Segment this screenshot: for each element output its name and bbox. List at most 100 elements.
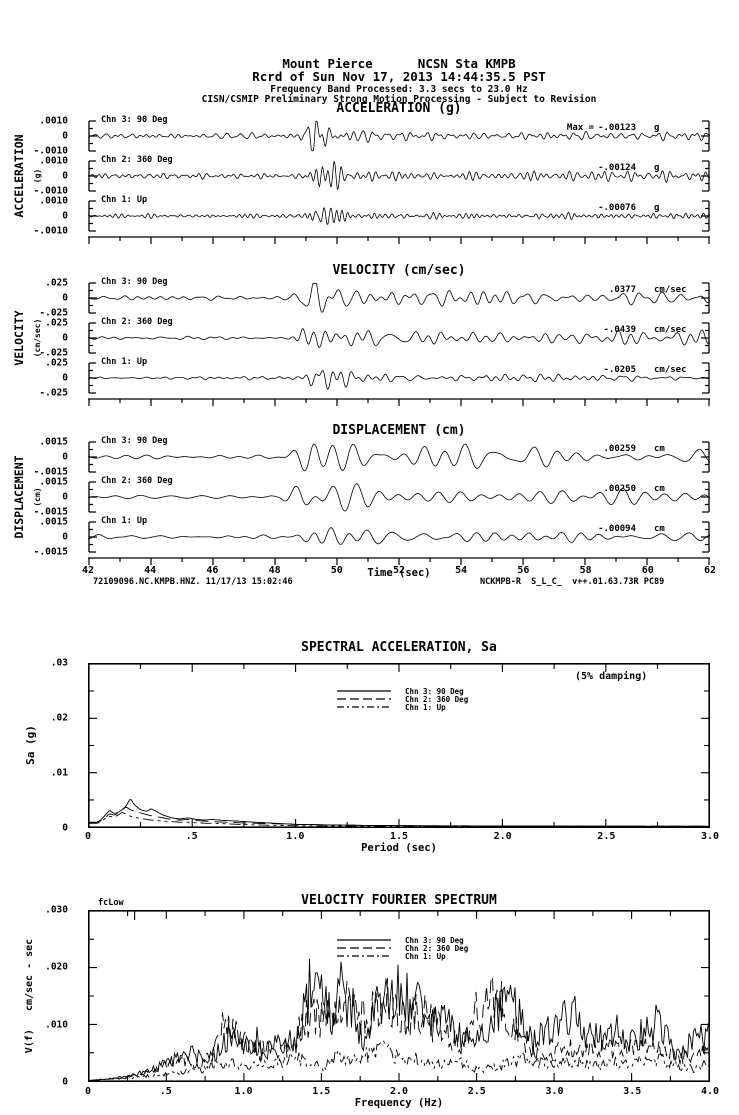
max-unit: cm/sec xyxy=(654,285,687,295)
sa-plot xyxy=(88,663,710,828)
y-axis-ticks: .025 0 -.025 xyxy=(0,358,78,399)
disp-chn1-waveform xyxy=(88,521,710,553)
axis-tick-label: 1.0 xyxy=(234,1086,253,1097)
max-value: .00250 xyxy=(603,484,636,494)
axis-tick-label: 2.5 xyxy=(597,831,616,842)
y-axis-ticks: .0010 0 -.0010 xyxy=(0,196,78,237)
fourier-y-tick-labels: .030 .020 .010 0 xyxy=(0,905,78,1088)
axis-tick-label: -.025 xyxy=(39,387,68,399)
max-value: -.00076 xyxy=(598,203,636,213)
axis-tick-label: 4.0 xyxy=(700,1086,720,1097)
axis-tick-label: .5 xyxy=(185,831,198,842)
acc-chn2-strip: Chn 2: 360 Deg -.00124 g xyxy=(88,155,710,196)
channel-label: Chn 2: 360 Deg xyxy=(101,317,173,327)
legend-item: Chn 1: Up xyxy=(335,702,468,712)
axis-tick-label: .0015 xyxy=(39,476,68,488)
legend-label: Chn 1: Up xyxy=(405,702,446,712)
legend-label: Chn 3: 90 Deg xyxy=(405,686,464,696)
y-axis-ticks: .0010 0 -.0010 xyxy=(0,156,78,197)
axis-tick-label: .0010 xyxy=(39,115,68,127)
vel-chn2-waveform xyxy=(88,322,710,354)
legend-item: Chn 2: 360 Deg xyxy=(335,694,469,704)
acc-chn1-strip: Chn 1: Up -.00076 g xyxy=(88,195,710,236)
axis-tick-label: 0 xyxy=(62,451,68,463)
axis-tick-label: 0 xyxy=(62,491,68,503)
axis-tick-label: -.0015 xyxy=(33,546,68,558)
vel-chn3-strip: Chn 3: 90 Deg .0377 cm/sec xyxy=(88,277,710,318)
fourier-legend: Chn 3: 90 Deg Chn 2: 360 Deg Chn 1: Up xyxy=(335,935,468,961)
legend-label: Chn 3: 90 Deg xyxy=(405,935,464,945)
axis-tick-label: 44 xyxy=(144,565,157,576)
dashed-line-swatch xyxy=(337,947,391,949)
velocity-title: VELOCITY (cm/sec) xyxy=(332,263,466,278)
axis-tick-label: .025 xyxy=(45,357,68,369)
acc-chn2-waveform xyxy=(88,160,710,192)
axis-tick-label: .0015 xyxy=(39,436,68,448)
max-unit: cm xyxy=(654,524,665,534)
time-axis-tick-labels: 42 44 46 48 50 52 54 56 58 60 62 xyxy=(82,565,716,577)
axis-tick-label: 56 xyxy=(517,565,530,576)
axis-tick-label: -.0015 xyxy=(33,506,68,518)
axis-tick-label: 54 xyxy=(455,565,468,576)
axis-tick-label: .025 xyxy=(45,277,68,289)
time-axis xyxy=(88,557,710,565)
axis-tick-label: .0010 xyxy=(39,195,68,207)
max-unit: cm/sec xyxy=(654,325,687,335)
axis-tick-label: -.0010 xyxy=(33,225,68,237)
max-value: .0377 xyxy=(608,285,636,295)
max-unit: cm xyxy=(654,444,665,454)
axis-tick-label: .010 xyxy=(45,1019,68,1031)
axis-tick-label: -.025 xyxy=(39,307,68,319)
y-axis-ticks: .0015 0 -.0015 xyxy=(0,517,78,558)
axis-tick-label: 1.5 xyxy=(312,1086,331,1097)
acc-chn1-waveform xyxy=(88,200,710,232)
channel-label: Chn 3: 90 Deg xyxy=(101,436,168,446)
acc-chn3-waveform xyxy=(88,120,710,152)
dashed-line-swatch xyxy=(337,698,391,700)
axis-tick-label: 0 xyxy=(62,332,68,344)
axis-tick-label: 1.5 xyxy=(389,831,409,842)
axis-tick-label: 0 xyxy=(62,170,68,182)
max-value: -.0439 xyxy=(603,325,636,335)
axis-tick-label: .025 xyxy=(45,317,68,329)
axis-tick-label: 46 xyxy=(206,565,219,576)
dashdot-line-swatch xyxy=(337,955,391,957)
axis-tick-label: 62 xyxy=(703,565,717,576)
axis-tick-label: 1.0 xyxy=(286,831,305,842)
processing-note: CISN/CSMIP Preliminary Strong Motion Pro… xyxy=(201,94,597,105)
axis-tick-label: .030 xyxy=(45,904,68,916)
axis-tick-label: .5 xyxy=(159,1086,172,1097)
solid-line-swatch xyxy=(337,690,391,692)
y-axis-ticks: .0010 0 -.0010 xyxy=(0,116,78,157)
vel-chn3-waveform xyxy=(88,282,710,314)
axis-tick-label: 3.0 xyxy=(545,1086,564,1097)
axis-tick-label: 0 xyxy=(62,1076,68,1088)
fc-low-marker-label: fcLow xyxy=(98,898,124,908)
displacement-title: DISPLACEMENT (cm) xyxy=(332,423,466,438)
y-axis-ticks: .0015 0 -.0015 xyxy=(0,437,78,478)
max-value: -.00123 xyxy=(598,123,636,133)
axis-tick-label: .03 xyxy=(50,657,68,669)
frequency-band-note: Frequency Band Processed: 3.3 secs to 23… xyxy=(270,84,528,95)
y-axis-ticks: .025 0 -.025 xyxy=(0,278,78,319)
acceleration-time-ticks xyxy=(88,236,710,244)
channel-label: Chn 2: 360 Deg xyxy=(101,155,173,165)
axis-tick-label: 48 xyxy=(268,565,281,576)
max-value: -.00094 xyxy=(598,524,636,534)
fourier-plot xyxy=(88,910,710,1082)
max-value: -.00124 xyxy=(598,163,636,173)
record-timestamp: Rcrd of Sun Nov 17, 2013 14:44:35.5 PST xyxy=(252,69,546,84)
axis-tick-label: 2.0 xyxy=(389,1086,409,1097)
axis-tick-label: 0 xyxy=(84,831,92,842)
acceleration-title: ACCELERATION (g) xyxy=(336,101,462,116)
axis-tick-label: -.0010 xyxy=(33,185,68,197)
axis-tick-label: -.025 xyxy=(39,347,68,359)
legend-item: Chn 3: 90 Deg xyxy=(335,686,468,696)
vel-chn1-waveform xyxy=(88,362,710,394)
legend-label: Chn 2: 360 Deg xyxy=(405,694,469,704)
axis-tick-label: 2.5 xyxy=(467,1086,486,1097)
axis-tick-label: 0 xyxy=(62,210,68,222)
axis-tick-label: 3.0 xyxy=(700,831,720,842)
axis-tick-label: -.0015 xyxy=(33,466,68,478)
axis-tick-label: 58 xyxy=(579,565,592,576)
